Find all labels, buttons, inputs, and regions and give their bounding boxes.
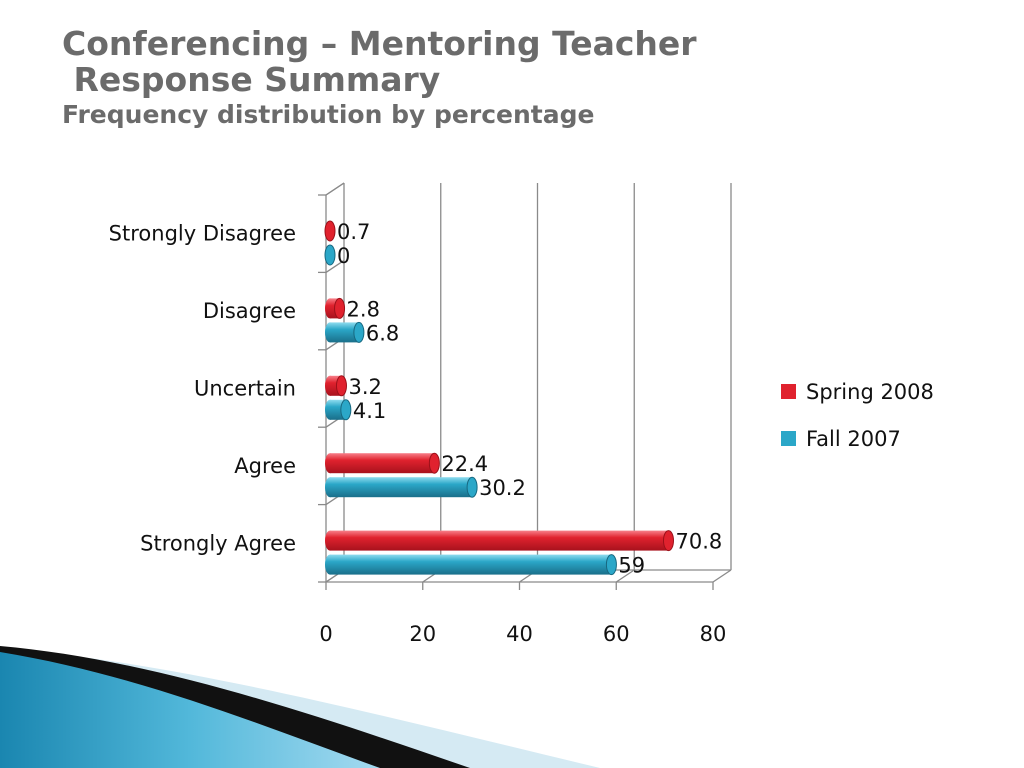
slide-subtitle: Frequency distribution by percentage — [62, 100, 595, 129]
data-label: 70.8 — [675, 530, 722, 554]
side-wall-divider — [325, 182, 345, 196]
bar-body — [330, 375, 342, 396]
category-label: Disagree — [203, 299, 296, 323]
slide-title-block: Conferencing – Mentoring Teacher Respons… — [62, 26, 697, 130]
data-label: 0 — [337, 244, 350, 268]
bar-base-cap — [325, 322, 335, 343]
bar-end-cap — [428, 452, 440, 474]
x-tick-label: 20 — [409, 622, 436, 646]
category-label: Uncertain — [194, 377, 296, 401]
data-label: 59 — [618, 554, 645, 578]
bar-spring — [325, 452, 440, 474]
legend-swatch — [781, 431, 796, 446]
bar-spring — [325, 375, 347, 397]
bar-base-cap — [325, 530, 335, 551]
bar-end-cap — [324, 220, 336, 242]
bar-base-cap — [325, 399, 335, 420]
chart-legend: Spring 2008 Fall 2007 — [781, 380, 934, 451]
bar-end-cap — [353, 321, 365, 343]
floor-gridline — [712, 569, 732, 583]
x-tick-label: 40 — [506, 622, 533, 646]
bar-end-cap — [335, 375, 347, 397]
data-label: 6.8 — [366, 321, 399, 345]
legend-label: Fall 2007 — [806, 427, 901, 451]
category-label: Strongly Disagree — [109, 222, 296, 246]
bar-fall — [325, 321, 365, 343]
bar-body — [330, 530, 669, 551]
bar-base-cap — [325, 298, 335, 319]
data-label: 4.1 — [353, 399, 386, 423]
side-wall-divider — [325, 259, 345, 273]
floor-gridline — [615, 569, 635, 583]
slide-decoration — [0, 646, 600, 768]
bar-end-cap — [466, 476, 478, 498]
bar-end-cap — [605, 554, 617, 576]
x-tick-label: 0 — [319, 622, 332, 646]
bar-end-cap — [334, 297, 346, 319]
data-label: 22.4 — [441, 452, 488, 476]
bar-fall — [325, 399, 352, 421]
category-label: Strongly Agree — [140, 531, 296, 555]
category-label: Agree — [234, 454, 296, 478]
data-label: 2.8 — [347, 297, 380, 321]
bar-end-cap — [340, 399, 352, 421]
slide-title-line-2: Response Summary — [62, 60, 441, 99]
bar-fall — [325, 554, 617, 576]
bar-base-cap — [325, 375, 335, 396]
legend-label: Spring 2008 — [806, 380, 934, 404]
data-label: 30.2 — [479, 476, 526, 500]
bar-spring — [325, 297, 346, 319]
legend-swatch — [781, 384, 796, 399]
bar-body — [330, 554, 612, 575]
x-tick-label: 60 — [603, 622, 630, 646]
bar-fall — [324, 244, 336, 266]
bar-base-cap — [325, 477, 335, 498]
chart-bars — [324, 220, 674, 576]
bar-spring — [325, 530, 674, 552]
data-label: 0.7 — [337, 220, 370, 244]
bar-fall — [325, 476, 478, 498]
slide-title-line-1: Conferencing – Mentoring Teacher — [62, 24, 697, 63]
chart-labels: 0 20 40 60 80 Strongly Disagree Disagree Uncert… — [109, 220, 727, 646]
bar-body — [330, 453, 435, 474]
bar-base-cap — [325, 554, 335, 575]
bar-base-cap — [325, 453, 335, 474]
bar-body — [330, 477, 473, 498]
data-label: 3.2 — [348, 375, 381, 399]
x-tick-label: 80 — [700, 622, 727, 646]
bar-body — [330, 322, 359, 343]
bar-spring — [324, 220, 336, 242]
bar-end-cap — [324, 244, 336, 266]
bar-end-cap — [662, 530, 674, 552]
